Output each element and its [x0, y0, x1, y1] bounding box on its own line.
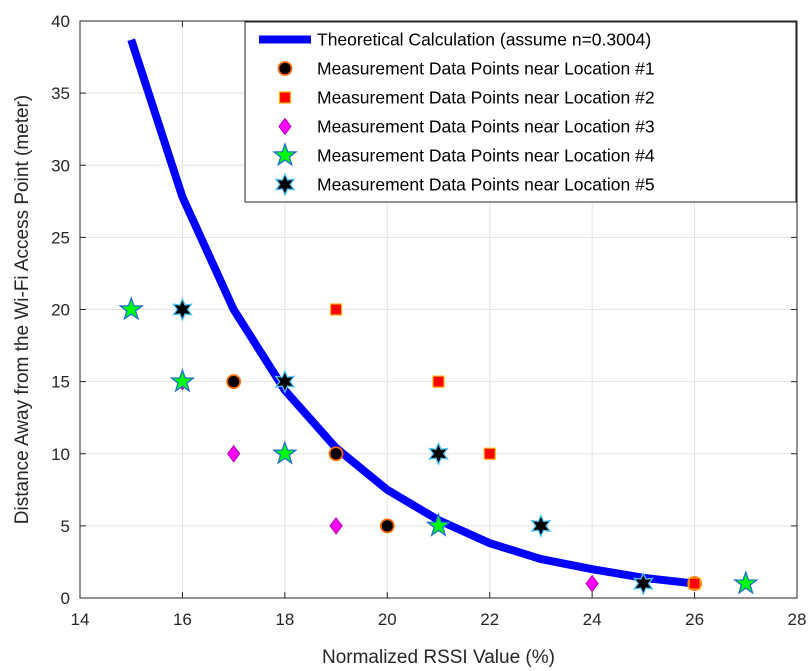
y-axis-ticks: 0 5 10 15 20 25 30 35 40	[51, 12, 797, 608]
y-tick-label: 20	[51, 301, 70, 320]
legend-marker-location-4	[272, 142, 298, 167]
location-2-data-point	[688, 577, 701, 590]
legend-entry-location-4: Measurement Data Points near Location #4	[317, 146, 655, 166]
y-axis-label: Distance Away from the Wi-Fi Access Poin…	[12, 95, 33, 524]
x-tick-label: 22	[480, 610, 499, 629]
x-axis-label: Normalized RSSI Value (%)	[322, 647, 555, 668]
location-1-data-point	[226, 374, 242, 390]
x-tick-label: 18	[275, 610, 294, 629]
legend-marker-location-1	[277, 61, 293, 76]
location-4-data-point	[169, 368, 196, 393]
x-tick-label: 14	[71, 610, 90, 629]
x-axis-ticks: 14 16 18 20 22 24 26 28	[71, 21, 807, 629]
y-tick-label: 0	[61, 589, 70, 608]
y-tick-label: 15	[51, 373, 70, 392]
legend-entry-location-2: Measurement Data Points near Location #2	[317, 88, 655, 108]
legend-entry-location-1: Measurement Data Points near Location #1	[317, 59, 655, 79]
x-tick-label: 28	[788, 610, 807, 629]
legend-marker-location-2	[278, 91, 292, 104]
legend-entry-location-3: Measurement Data Points near Location #3	[317, 117, 655, 137]
legend-marker-location-5	[274, 172, 296, 197]
location-4-data-point	[272, 440, 298, 465]
legend-marker-location-3	[278, 117, 292, 136]
location-5-data-point	[530, 513, 552, 539]
legend-box	[244, 21, 797, 203]
legend: Theoretical Calculation (assume n=0.3004…	[244, 21, 797, 203]
location-2-data-point	[483, 447, 496, 460]
location-4-data-point	[425, 512, 452, 537]
location-1-data-point	[328, 446, 344, 462]
x-tick-label: 26	[685, 610, 704, 629]
legend-entry-location-5: Measurement Data Points near Location #5	[317, 175, 655, 195]
location-5-data-point	[171, 297, 193, 322]
location-4-data-point	[732, 570, 759, 595]
location-1-data-point	[379, 518, 395, 534]
theoretical-curve-layer	[127, 38, 696, 588]
location-2-data-point	[432, 375, 445, 388]
location-3-data-point	[329, 517, 343, 535]
location-5-data-point	[427, 441, 450, 466]
x-tick-label: 16	[173, 610, 192, 629]
x-tick-label: 20	[378, 610, 397, 629]
theoretical-calculation-line	[127, 38, 696, 588]
y-tick-label: 5	[61, 517, 70, 536]
location-3-data-point	[585, 574, 599, 593]
y-tick-label: 35	[51, 84, 70, 103]
y-tick-label: 30	[51, 156, 70, 175]
x-tick-label: 24	[583, 610, 602, 629]
location-4-data-point	[118, 296, 145, 321]
y-tick-label: 10	[51, 445, 70, 464]
location-5-data-point	[632, 571, 654, 596]
legend-entry-theoretical: Theoretical Calculation (assume n=0.3004…	[317, 30, 651, 50]
y-tick-label: 40	[51, 12, 70, 31]
location-2-data-point	[329, 303, 343, 316]
location-3-data-point	[227, 444, 241, 463]
measurement-points-layer	[118, 296, 759, 596]
y-tick-label: 25	[51, 228, 70, 247]
location-5-data-point	[274, 369, 296, 394]
